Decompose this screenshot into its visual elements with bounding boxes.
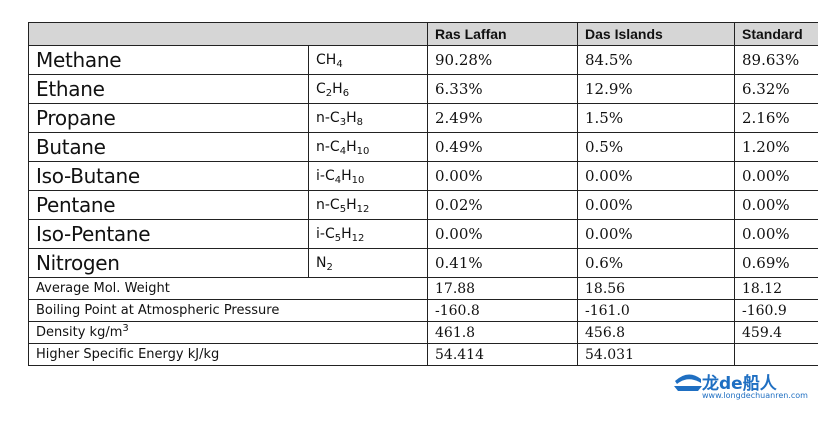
header-row: Ras Laffan Das Islands Standard [28,22,818,46]
value-ras-laffan: 461.8 [427,321,578,344]
value-ras-laffan: 0.49% [427,132,578,162]
value-standard: 18.12 [734,277,818,300]
property-name: Density kg/m3 [28,321,428,344]
value-ras-laffan: 2.49% [427,103,578,133]
value-ras-laffan: 6.33% [427,74,578,104]
value-das-islands: 18.56 [577,277,735,300]
value-standard: 0.00% [734,219,818,249]
value-ras-laffan: 0.00% [427,161,578,191]
gas-composition-table: Ras Laffan Das Islands Standard Methane C… [28,22,818,366]
property-row-density-kg-m3: Density kg/m3 461.8 456.8 459.4 [28,321,818,344]
component-row-nitrogen: Nitrogen N2 0.41% 0.6% 0.69% [28,248,818,278]
value-das-islands: 0.00% [577,219,735,249]
component-name: Nitrogen [28,248,309,278]
value-ras-laffan: 0.00% [427,219,578,249]
chemical-formula: n-C5H12 [308,190,428,220]
component-row-iso-butane: Iso-Butane i-C4H10 0.00% 0.00% 0.00% [28,161,818,191]
component-row-ethane: Ethane C2H6 6.33% 12.9% 6.32% [28,74,818,104]
chemical-formula: CH4 [308,45,428,75]
value-ras-laffan: 54.414 [427,343,578,366]
value-standard: 0.00% [734,190,818,220]
value-das-islands: 0.6% [577,248,735,278]
value-ras-laffan: -160.8 [427,299,578,322]
value-das-islands: -161.0 [577,299,735,322]
component-name: Butane [28,132,309,162]
site-watermark: 龙de船人 www.longdechuanren.com [672,367,808,407]
chemical-formula: i-C5H12 [308,219,428,249]
value-standard: 6.32% [734,74,818,104]
watermark-url: www.longdechuanren.com [702,391,808,400]
chemical-formula: n-C3H8 [308,103,428,133]
component-row-pentane: Pentane n-C5H12 0.02% 0.00% 0.00% [28,190,818,220]
value-standard: 89.63% [734,45,818,75]
value-standard: 2.16% [734,103,818,133]
component-row-propane: Propane n-C3H8 2.49% 1.5% 2.16% [28,103,818,133]
value-standard: 1.20% [734,132,818,162]
value-standard: 0.00% [734,161,818,191]
value-das-islands: 0.00% [577,190,735,220]
value-standard: 459.4 [734,321,818,344]
value-das-islands: 0.00% [577,161,735,191]
value-das-islands: 54.031 [577,343,735,366]
chemical-formula: n-C4H10 [308,132,428,162]
value-das-islands: 84.5% [577,45,735,75]
table-header: Ras Laffan Das Islands Standard [28,22,818,46]
value-das-islands: 0.5% [577,132,735,162]
component-name: Pentane [28,190,309,220]
value-ras-laffan: 0.02% [427,190,578,220]
component-name: Methane [28,45,309,75]
chemical-formula: N2 [308,248,428,278]
watermark-text: 龙de船人 [702,374,777,394]
property-name: Higher Specific Energy kJ/kg [28,343,428,366]
gas-composition-table-container: Ras Laffan Das Islands Standard Methane C… [28,22,818,366]
table-body: Methane CH4 90.28% 84.5% 89.63% Ethane C2H6 6.3… [28,45,818,366]
header-blank-cell [28,22,428,46]
component-row-butane: Butane n-C4H10 0.49% 0.5% 1.20% [28,132,818,162]
value-standard: 0.69% [734,248,818,278]
component-row-methane: Methane CH4 90.28% 84.5% 89.63% [28,45,818,75]
value-das-islands: 456.8 [577,321,735,344]
component-row-iso-pentane: Iso-Pentane i-C5H12 0.00% 0.00% 0.00% [28,219,818,249]
value-standard [734,343,818,366]
value-ras-laffan: 0.41% [427,248,578,278]
property-row-average-mol-weight: Average Mol. Weight 17.88 18.56 18.12 [28,277,818,300]
property-name: Boiling Point at Atmospheric Pressure [28,299,428,322]
value-das-islands: 12.9% [577,74,735,104]
component-name: Iso-Butane [28,161,309,191]
component-name: Propane [28,103,309,133]
chemical-formula: i-C4H10 [308,161,428,191]
header-das-islands: Das Islands [577,22,735,46]
header-ras-laffan: Ras Laffan [427,22,578,46]
property-row-boiling-point-at-atmospheric-pressure: Boiling Point at Atmospheric Pressure -16… [28,299,818,322]
value-standard: -160.9 [734,299,818,322]
value-das-islands: 1.5% [577,103,735,133]
value-ras-laffan: 90.28% [427,45,578,75]
value-ras-laffan: 17.88 [427,277,578,300]
property-row-higher-specific-energy-kj-kg: Higher Specific Energy kJ/kg 54.414 54.031 [28,343,818,366]
header-standard: Standard [734,22,818,46]
property-name: Average Mol. Weight [28,277,428,300]
component-name: Ethane [28,74,309,104]
component-name: Iso-Pentane [28,219,309,249]
chemical-formula: C2H6 [308,74,428,104]
ship-logo-icon [674,374,702,391]
